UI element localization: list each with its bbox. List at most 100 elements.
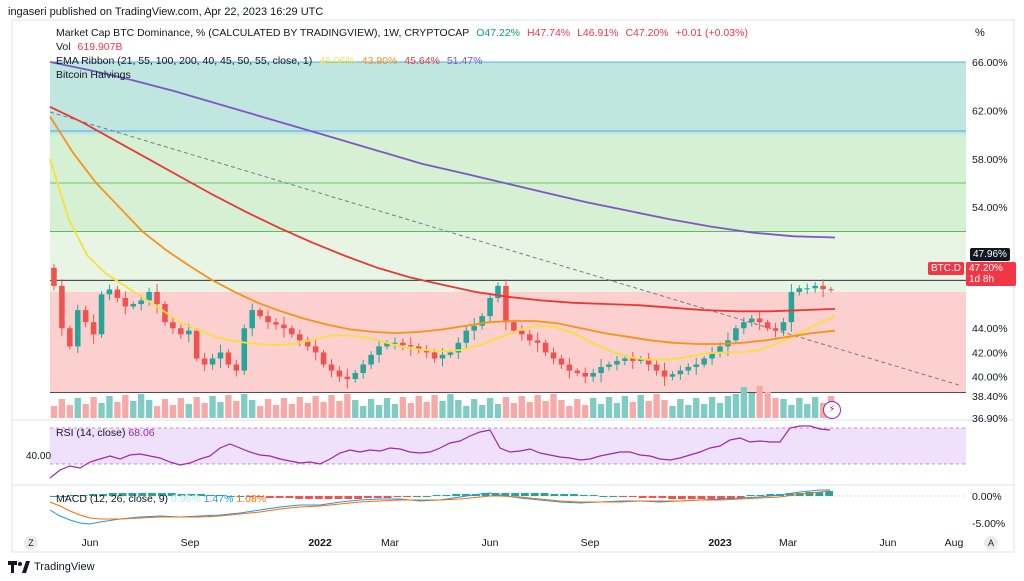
- macd-bar-7: [118, 493, 127, 496]
- volume-value: 619.907B: [77, 41, 123, 53]
- macd-bar-22: [265, 496, 274, 498]
- halvings-legend: Bitcoin Halvings: [56, 69, 131, 81]
- macd-bar-14: [187, 494, 196, 496]
- volume-bar-94: [796, 398, 803, 418]
- candle-33: [312, 346, 319, 353]
- volume-bar-91: [772, 398, 779, 418]
- legend-title: Market Cap BTC Dominance, % (CALCULATED …: [56, 27, 470, 39]
- candle-87: [741, 322, 747, 329]
- macd-bar-38: [422, 496, 431, 497]
- macd-bar-21: [256, 496, 264, 497]
- volume-bar-3: [74, 398, 81, 418]
- macd-bar-67: [707, 496, 716, 499]
- price-tick-1: 62.00%: [972, 105, 1008, 117]
- candle-55: [487, 297, 493, 317]
- time-tick-2: 2022: [308, 537, 332, 549]
- volume-bar-90: [764, 392, 771, 418]
- candle-94: [796, 288, 803, 292]
- candle-15: [170, 322, 176, 329]
- macd-bar-15: [197, 494, 206, 496]
- volume-bar-57: [502, 397, 510, 418]
- volume-bars: [50, 386, 835, 418]
- candle-16: [178, 328, 184, 335]
- volume-bar-89: [756, 386, 763, 418]
- candle-78: [669, 374, 676, 377]
- macd-bar-69: [727, 496, 735, 499]
- volume-bar-2: [66, 405, 73, 418]
- macd-bar-13: [177, 494, 186, 496]
- candle-11: [138, 300, 144, 305]
- volume-bar-56: [494, 404, 502, 418]
- candle-1: [59, 285, 65, 329]
- volume-bar-54: [478, 405, 486, 418]
- volume-bar-69: [597, 404, 605, 418]
- volume-bar-87: [740, 387, 747, 418]
- publisher-caption: ingaseri published on TradingView.com, A…: [8, 6, 324, 18]
- volume-bar-42: [383, 398, 391, 418]
- auto-scale-button[interactable]: A: [984, 536, 998, 550]
- macd-bar-62: [658, 496, 667, 498]
- volume-bar-28: [272, 405, 280, 418]
- macd-bar-35: [393, 496, 402, 497]
- ema-value-1: 46.06%: [319, 55, 355, 67]
- candle-63: [550, 352, 557, 359]
- macd-bar-70: [736, 496, 745, 498]
- macd-signal-value: 1.47%: [203, 493, 234, 505]
- candle-65: [566, 364, 573, 371]
- high-level-tag: 47.96%: [970, 248, 1010, 261]
- volume-bar-61: [534, 395, 541, 418]
- candle-53: [471, 325, 477, 331]
- candle-26: [257, 310, 263, 317]
- volume-bar-46: [415, 396, 422, 418]
- ema-value-4: 51.47%: [446, 55, 483, 67]
- legend-close: C47.20%: [625, 27, 669, 39]
- candle-93: [788, 291, 795, 323]
- price-unit-label: %: [975, 27, 985, 39]
- candle-70: [606, 364, 612, 367]
- macd-bar-30: [344, 496, 353, 499]
- ema100-line: [49, 105, 836, 313]
- volume-bar-1: [58, 399, 66, 418]
- volume-bar-65: [566, 406, 573, 418]
- candle-8: [114, 289, 121, 298]
- volume-bar-37: [344, 394, 351, 418]
- candle-79: [677, 370, 684, 375]
- macd-bar-57: [609, 496, 618, 497]
- volume-bar-24: [241, 394, 248, 418]
- volume-bar-21: [217, 402, 224, 418]
- macd-bar-42: [462, 494, 470, 496]
- volume-bar-66: [574, 399, 581, 418]
- volume-bar-34: [320, 402, 327, 418]
- zoom-button[interactable]: Z: [24, 536, 38, 550]
- time-tick-5: Sep: [581, 537, 600, 549]
- macd-bar-31: [354, 496, 363, 499]
- macd-bar-75: [785, 493, 794, 496]
- candle-12: [146, 291, 152, 301]
- candle-92: [780, 322, 787, 331]
- candle-2: [67, 328, 73, 347]
- volume-bar-7: [106, 396, 113, 418]
- volume-bar-0: [50, 406, 58, 418]
- macd-bar-58: [619, 496, 627, 497]
- ema-value-2: 43.90%: [361, 55, 398, 67]
- candle-98: [828, 289, 834, 291]
- volume-bar-53: [471, 399, 478, 418]
- volume-bar-16: [177, 398, 185, 418]
- volume-bar-75: [645, 401, 652, 418]
- dominance-bands: [50, 62, 966, 393]
- volume-bar-82: [700, 404, 708, 418]
- volume-bar-12: [145, 400, 153, 418]
- candle-61: [534, 340, 541, 343]
- volume-bar-38: [352, 400, 359, 418]
- macd-bar-73: [766, 494, 775, 496]
- ema55-line: [49, 116, 836, 345]
- candle-74: [637, 358, 644, 361]
- candle-10: [130, 304, 137, 307]
- rsi-line: [49, 425, 831, 479]
- lightning-icon[interactable]: ⚡: [823, 401, 841, 419]
- macd-bar-51: [550, 494, 559, 496]
- macd-bar-19: [236, 496, 245, 497]
- time-tick-6: 2023: [708, 537, 732, 549]
- candle-60: [526, 334, 533, 341]
